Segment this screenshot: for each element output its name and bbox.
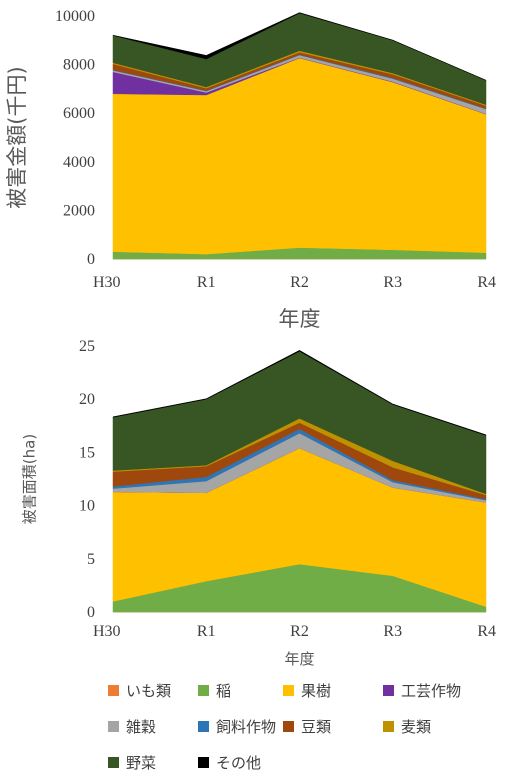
legend-swatch	[198, 721, 209, 732]
x-tick-label: R3	[383, 623, 402, 640]
legend-item: 麦類	[383, 716, 431, 737]
x-tick-label: R4	[477, 623, 496, 640]
x-tick-label: R3	[383, 274, 402, 291]
legend-swatch	[198, 685, 209, 696]
chart-2: 0 5 10 15 20 25 H30 R1 R2 R3 R4 年度 被害面積(ha)	[21, 338, 497, 668]
legend-swatch	[108, 685, 119, 696]
y-tick-label: 5	[87, 551, 95, 568]
legend-item: 飼料作物	[198, 716, 276, 737]
legend-label: 飼料作物	[216, 718, 277, 736]
y-axis-title: 被害金額(千円)	[5, 66, 29, 208]
chart-1: 0 2000 4000 6000 8000 10000 H30 R1 R2 R3 R4 年度 被害金額(…	[5, 8, 496, 331]
legend-label: 稲	[216, 682, 232, 700]
legend-item: 果樹	[283, 680, 331, 701]
legend-swatch	[108, 721, 119, 732]
y-tick-label: 10	[79, 498, 95, 515]
x-tick-label: R2	[290, 623, 309, 640]
y-tick-label: 0	[87, 604, 95, 621]
legend-label: 麦類	[401, 718, 432, 736]
legend-label: 豆類	[301, 718, 332, 736]
legend-label: 野菜	[126, 754, 157, 772]
y-tick-label: 25	[79, 338, 95, 355]
legend-swatch	[383, 721, 394, 732]
area-series-その他	[112, 350, 487, 436]
legend-swatch	[283, 685, 294, 696]
legend-item: 豆類	[283, 716, 331, 737]
y-axis-title: 被害面積(ha)	[21, 434, 39, 524]
legend-label: 果樹	[301, 682, 332, 700]
y-tick-label: 4000	[63, 154, 95, 171]
y-tick-label: 2000	[63, 202, 95, 219]
x-tick-label: R1	[197, 623, 216, 640]
legend-item: 野菜	[108, 752, 156, 773]
legend-swatch	[283, 721, 294, 732]
x-tick-label: R2	[290, 274, 309, 291]
y-tick-label: 20	[79, 391, 95, 408]
legend-swatch	[383, 685, 394, 696]
legend-swatch	[198, 757, 209, 768]
legend-item: いも類	[108, 680, 171, 701]
x-tick-label: R4	[477, 274, 496, 291]
y-tick-label: 0	[87, 251, 95, 268]
legend-label: その他	[216, 754, 262, 772]
legend-item: 雑穀	[108, 716, 156, 737]
y-tick-label: 10000	[55, 8, 95, 25]
y-tick-label: 15	[79, 444, 95, 461]
x-tick-label: H30	[93, 623, 121, 640]
y-tick-label: 8000	[63, 57, 95, 74]
legend-label: 工芸作物	[401, 682, 462, 700]
area-series-その他	[112, 12, 487, 81]
x-tick-label: R1	[197, 274, 216, 291]
legend-item: 工芸作物	[383, 680, 461, 701]
x-tick-label: H30	[93, 274, 121, 291]
legend-swatch	[108, 757, 119, 768]
legend-label: 雑穀	[126, 718, 157, 736]
legend-item: 稲	[198, 680, 231, 701]
y-tick-label: 6000	[63, 105, 95, 122]
legend-item: その他	[198, 752, 261, 773]
legend-label: いも類	[126, 682, 172, 700]
x-axis-title: 年度	[284, 650, 314, 668]
x-axis-title: 年度	[279, 307, 321, 331]
